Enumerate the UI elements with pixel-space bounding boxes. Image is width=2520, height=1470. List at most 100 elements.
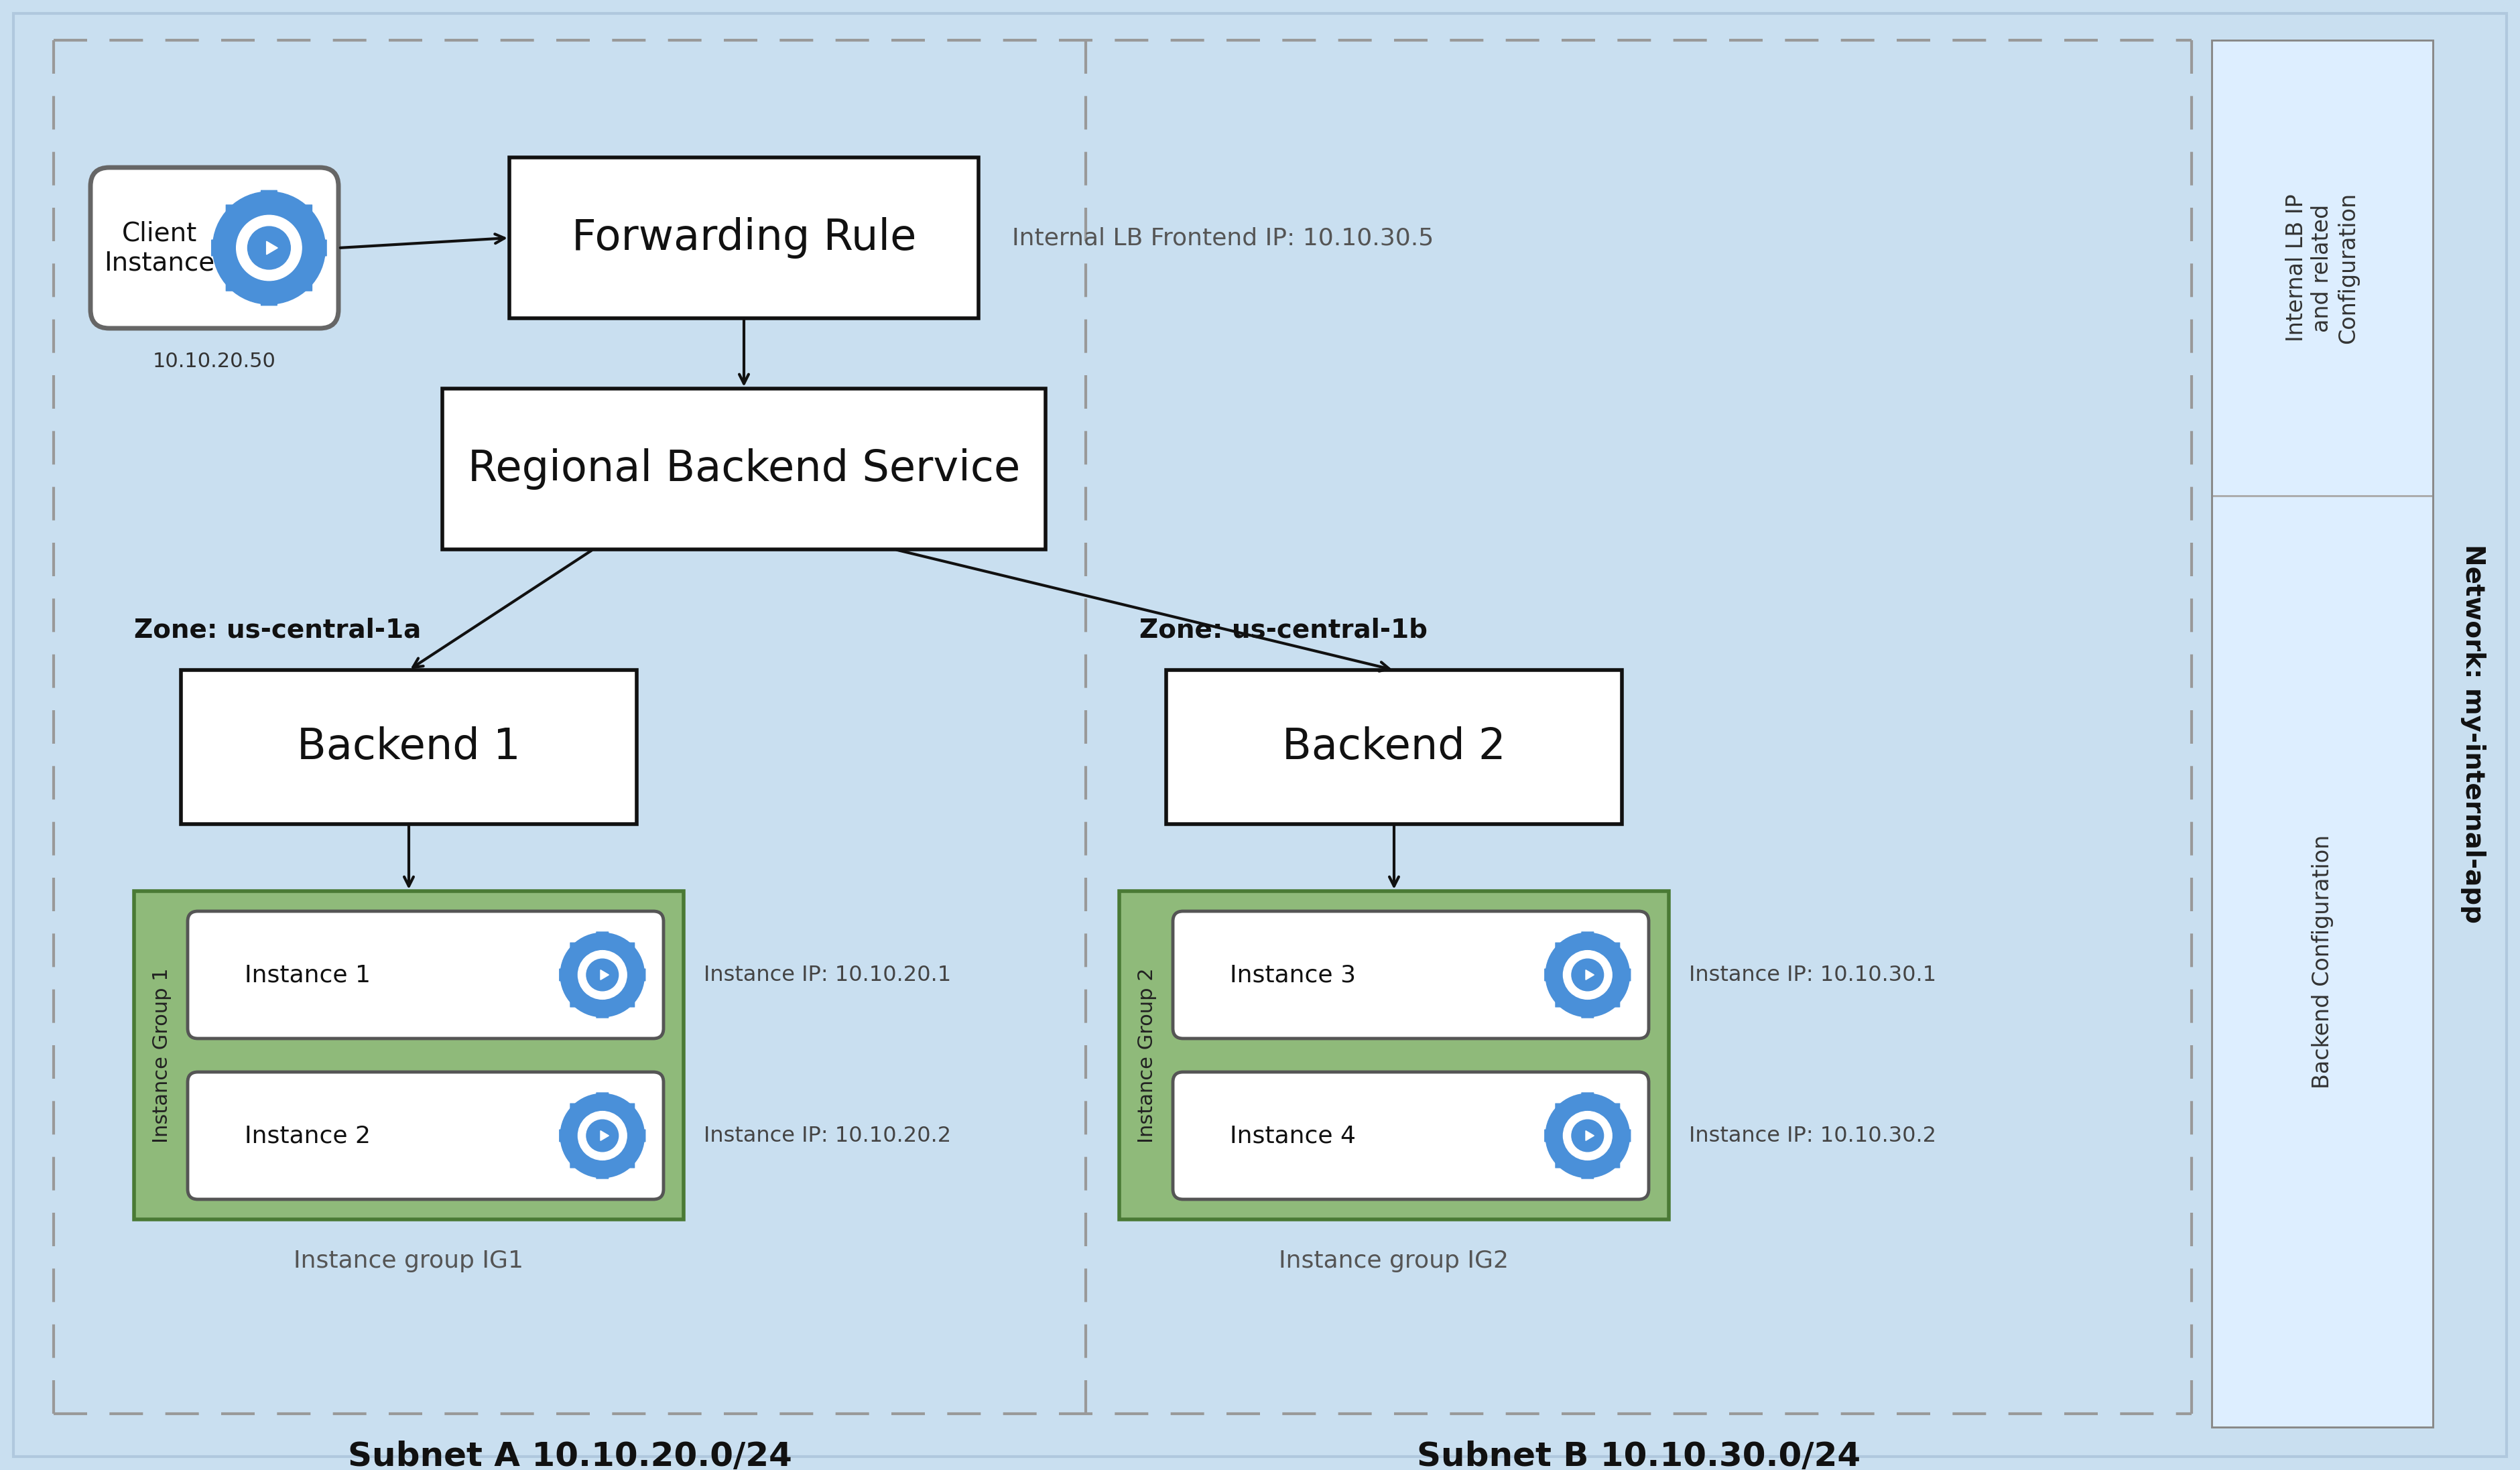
Text: Instance group IG2: Instance group IG2 [1280, 1249, 1509, 1273]
Bar [134, 891, 683, 1220]
FancyBboxPatch shape [597, 932, 607, 944]
Text: Instance IP: 10.10.20.1: Instance IP: 10.10.20.1 [703, 964, 950, 985]
Text: Backend Configuration: Backend Configuration [2311, 835, 2334, 1089]
Bar [2213, 495, 2432, 1427]
FancyBboxPatch shape [570, 1104, 582, 1116]
FancyBboxPatch shape [1608, 1155, 1620, 1167]
FancyBboxPatch shape [186, 911, 663, 1038]
Text: Forwarding Rule: Forwarding Rule [572, 218, 917, 259]
Circle shape [1572, 1120, 1603, 1151]
Text: Instance 3: Instance 3 [1230, 963, 1356, 986]
FancyBboxPatch shape [622, 1155, 635, 1167]
Text: Instance IP: 10.10.30.1: Instance IP: 10.10.30.1 [1688, 964, 1935, 985]
Circle shape [1562, 951, 1613, 1000]
Circle shape [559, 933, 645, 1017]
FancyBboxPatch shape [622, 1104, 635, 1116]
Circle shape [577, 1111, 627, 1160]
Bar [444, 388, 1046, 550]
Bar [1167, 670, 1623, 825]
Bar [181, 670, 638, 825]
Bar [2213, 40, 2432, 495]
FancyBboxPatch shape [1172, 1072, 1648, 1200]
FancyBboxPatch shape [1583, 1092, 1593, 1104]
Circle shape [237, 215, 302, 281]
Text: Instance group IG1: Instance group IG1 [295, 1249, 524, 1273]
Polygon shape [600, 1130, 610, 1141]
FancyBboxPatch shape [559, 969, 572, 980]
Text: Regional Backend Service: Regional Backend Service [469, 448, 1021, 490]
FancyBboxPatch shape [1583, 1167, 1593, 1179]
Text: 10.10.20.50: 10.10.20.50 [154, 351, 277, 372]
Text: Instance IP: 10.10.30.2: Instance IP: 10.10.30.2 [1688, 1125, 1935, 1147]
Bar [1119, 891, 1668, 1220]
FancyBboxPatch shape [262, 290, 277, 306]
Circle shape [212, 191, 325, 304]
FancyBboxPatch shape [1618, 1130, 1630, 1142]
FancyBboxPatch shape [262, 191, 277, 206]
FancyBboxPatch shape [1608, 995, 1620, 1007]
FancyBboxPatch shape [1583, 1005, 1593, 1017]
FancyBboxPatch shape [1545, 1130, 1557, 1142]
FancyBboxPatch shape [212, 240, 227, 256]
Text: Instance IP: 10.10.20.2: Instance IP: 10.10.20.2 [703, 1125, 950, 1147]
Text: Zone: us-central-1a: Zone: us-central-1a [134, 617, 421, 642]
FancyBboxPatch shape [1172, 911, 1648, 1038]
Text: Backend 1: Backend 1 [297, 726, 522, 767]
Circle shape [587, 1120, 617, 1151]
Text: Instance Group 1: Instance Group 1 [154, 967, 171, 1142]
Text: Subnet A 10.10.20.0/24: Subnet A 10.10.20.0/24 [348, 1441, 791, 1470]
FancyBboxPatch shape [1555, 942, 1567, 954]
Circle shape [587, 958, 617, 991]
FancyBboxPatch shape [227, 275, 242, 291]
FancyBboxPatch shape [597, 1005, 607, 1017]
FancyBboxPatch shape [1618, 969, 1630, 980]
FancyBboxPatch shape [570, 995, 582, 1007]
FancyBboxPatch shape [570, 942, 582, 954]
FancyBboxPatch shape [622, 942, 635, 954]
FancyBboxPatch shape [622, 995, 635, 1007]
Text: Backend 2: Backend 2 [1283, 726, 1507, 767]
Polygon shape [1585, 970, 1595, 980]
Text: Subnet B 10.10.30.0/24: Subnet B 10.10.30.0/24 [1416, 1441, 1860, 1470]
Circle shape [1562, 1111, 1613, 1160]
Text: Instance Group 2: Instance Group 2 [1137, 967, 1157, 1142]
FancyBboxPatch shape [633, 969, 645, 980]
FancyBboxPatch shape [297, 275, 312, 291]
FancyBboxPatch shape [1608, 1104, 1620, 1116]
Text: Client
Instance: Client Instance [103, 220, 214, 275]
FancyBboxPatch shape [1608, 942, 1620, 954]
Text: Instance 4: Instance 4 [1230, 1125, 1356, 1147]
FancyBboxPatch shape [1545, 969, 1557, 980]
Polygon shape [1585, 1130, 1595, 1141]
Circle shape [1545, 933, 1630, 1017]
Circle shape [247, 226, 290, 269]
Text: Internal LB IP
and related
Configuration: Internal LB IP and related Configuration [2286, 193, 2359, 344]
Polygon shape [267, 241, 277, 254]
Text: Instance 2: Instance 2 [244, 1125, 370, 1147]
Text: Instance 1: Instance 1 [244, 963, 370, 986]
Circle shape [577, 951, 627, 1000]
Circle shape [1572, 958, 1603, 991]
Polygon shape [600, 970, 610, 980]
Bar [509, 157, 978, 318]
Text: Internal LB Frontend IP: 10.10.30.5: Internal LB Frontend IP: 10.10.30.5 [1013, 226, 1434, 250]
FancyBboxPatch shape [570, 1155, 582, 1167]
FancyBboxPatch shape [91, 168, 338, 328]
FancyBboxPatch shape [597, 1092, 607, 1104]
FancyBboxPatch shape [1555, 995, 1567, 1007]
Text: Zone: us-central-1b: Zone: us-central-1b [1139, 617, 1426, 642]
Bar [2213, 40, 2432, 1427]
Circle shape [1545, 1094, 1630, 1177]
FancyBboxPatch shape [186, 1072, 663, 1200]
FancyBboxPatch shape [633, 1130, 645, 1142]
FancyBboxPatch shape [1555, 1104, 1567, 1116]
FancyBboxPatch shape [297, 204, 312, 220]
FancyBboxPatch shape [227, 204, 242, 220]
FancyBboxPatch shape [559, 1130, 572, 1142]
FancyBboxPatch shape [597, 1167, 607, 1179]
Text: Network: my-internal-app: Network: my-internal-app [2460, 544, 2485, 923]
Circle shape [559, 1094, 645, 1177]
FancyBboxPatch shape [1583, 932, 1593, 944]
FancyBboxPatch shape [310, 240, 328, 256]
FancyBboxPatch shape [1555, 1155, 1567, 1167]
